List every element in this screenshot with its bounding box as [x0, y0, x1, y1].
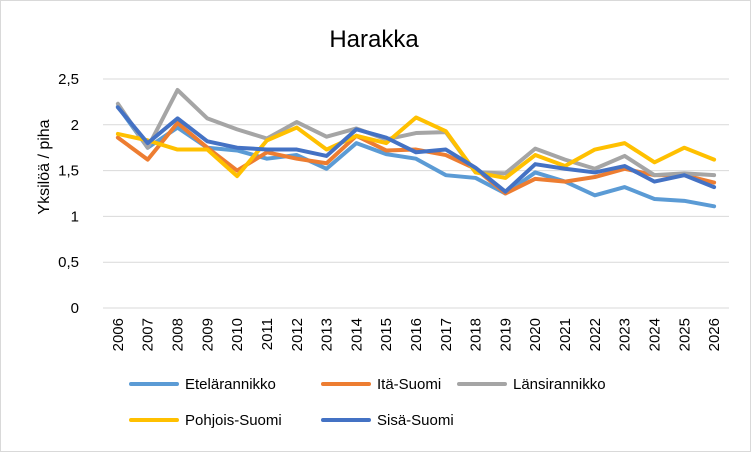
x-tick-label: 2019	[497, 318, 514, 351]
series-line	[115, 105, 717, 194]
x-tick-label: 2018	[468, 318, 485, 351]
y-tick-label: 0	[71, 300, 79, 317]
x-tick-label: 2010	[229, 318, 246, 351]
x-tick-label: 2006	[110, 318, 127, 351]
x-tick-label: 2026	[706, 318, 723, 351]
legend-label: Länsirannikko	[513, 376, 606, 393]
y-tick-label: 1,5	[58, 163, 79, 180]
series-lines	[115, 87, 717, 209]
x-tick-label: 2008	[170, 318, 187, 351]
x-tick-label: 2017	[438, 318, 455, 351]
x-tick-label: 2014	[348, 318, 365, 351]
series-line	[115, 104, 717, 209]
x-tick-labels: 2006 2007 2008 2009 2010 2011 2012 2013 2014 2015…	[110, 318, 723, 351]
x-tick-label: 2009	[199, 318, 216, 351]
y-tick-label: 1	[71, 208, 79, 225]
series-line	[115, 120, 717, 196]
y-tick-label: 2	[71, 117, 79, 134]
legend-label: Sisä-Suomi	[377, 412, 454, 429]
legend-label: Itä-Suomi	[377, 376, 441, 393]
x-tick-label: 2024	[646, 318, 663, 351]
legend-label: Etelärannikko	[185, 376, 276, 393]
y-tick-label: 0,5	[58, 254, 79, 271]
x-tick-label: 2022	[587, 318, 604, 351]
y-axis-title: Yksilöä / piha	[36, 119, 53, 214]
x-tick-label: 2020	[527, 318, 544, 351]
y-tick-labels: 0 0,5 1 1,5 2 2,5	[58, 71, 79, 317]
series-line	[115, 87, 717, 178]
x-tick-label: 2012	[289, 318, 306, 351]
x-tick-label: 2011	[259, 318, 276, 350]
gridlines	[103, 78, 729, 309]
series-line	[115, 115, 717, 180]
x-tick-label: 2013	[319, 318, 336, 351]
legend: Etelärannikko Itä-Suomi Länsirannikko Pohjo…	[129, 376, 606, 429]
x-tick-label: 2016	[408, 318, 425, 351]
x-tick-label: 2015	[378, 318, 395, 351]
x-tick-label: 2025	[676, 318, 693, 351]
y-tick-label: 2,5	[58, 71, 79, 88]
x-tick-label: 2021	[557, 318, 574, 351]
x-tick-label: 2023	[617, 318, 634, 351]
chart-title: Harakka	[329, 26, 419, 53]
x-tick-label: 2007	[140, 318, 157, 351]
legend-label: Pohjois-Suomi	[185, 412, 282, 429]
